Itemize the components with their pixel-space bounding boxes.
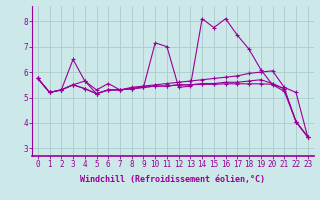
X-axis label: Windchill (Refroidissement éolien,°C): Windchill (Refroidissement éolien,°C) xyxy=(80,175,265,184)
